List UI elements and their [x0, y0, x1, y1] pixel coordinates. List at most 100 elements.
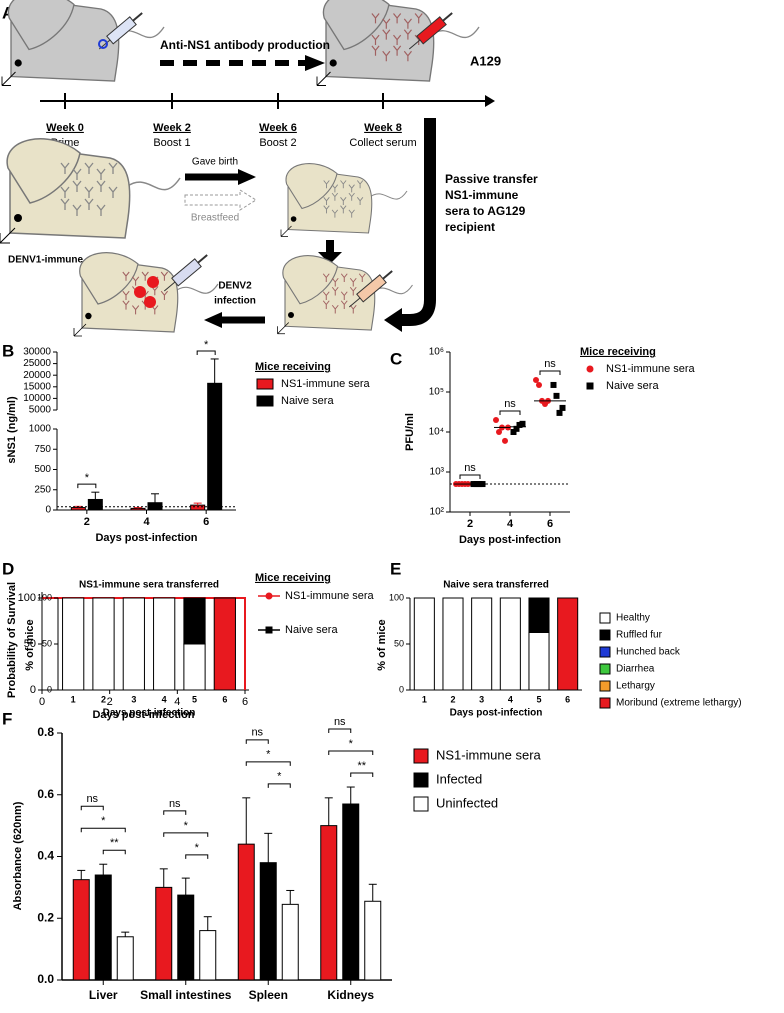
sig-bracket	[185, 854, 209, 859]
antibody	[371, 45, 380, 56]
point	[556, 409, 563, 416]
legend-label: NS1-immune sera	[436, 747, 542, 762]
legend-marker	[413, 772, 429, 788]
antibody	[72, 180, 82, 192]
y-tick-label: 750	[34, 444, 51, 455]
mouse	[277, 255, 413, 335]
bar-segment	[528, 632, 550, 691]
x-axis-title: Days post-infection	[92, 709, 194, 721]
transfer-arrow	[400, 118, 436, 326]
sig-label: **	[110, 837, 119, 849]
x-tick-label: 4	[162, 694, 167, 704]
bar	[237, 843, 255, 981]
point	[510, 429, 517, 435]
point	[533, 376, 539, 383]
mouse-eye	[329, 59, 337, 67]
antibody	[356, 197, 364, 205]
y-tick-label: 5000	[29, 405, 52, 416]
bar-segment	[183, 597, 206, 645]
point	[519, 420, 526, 427]
bar-segment	[213, 597, 236, 691]
bar	[364, 900, 382, 981]
syringe-plunger	[442, 12, 453, 22]
mouse-ear	[6, 138, 81, 204]
sig-bracket	[499, 410, 521, 415]
x-tick-label: Small intestines	[140, 988, 232, 1002]
breastfeed-label: Breastfeed	[191, 213, 239, 224]
sig-label: *	[204, 339, 209, 351]
mouse-eye	[85, 312, 92, 320]
antibody	[382, 18, 391, 29]
y-tick-label: 10⁵	[429, 387, 444, 398]
sig-label: ns	[169, 798, 181, 810]
legend-label: NS1-immune sera	[285, 590, 375, 602]
panel-label: D	[2, 559, 14, 578]
legend-label: Lethargy	[616, 681, 655, 692]
transfer-label: NS1-immune	[445, 188, 519, 202]
x-axis-title: Days post-infection	[450, 708, 543, 719]
sig-label: ns	[504, 398, 516, 410]
syringe	[163, 254, 208, 292]
syringe-plunger	[197, 254, 208, 264]
bar-segment	[413, 597, 435, 691]
antibody	[160, 271, 169, 281]
mouse-tail	[124, 177, 181, 191]
mouse-ear	[285, 163, 338, 210]
sig-label: **	[357, 760, 366, 772]
antibody	[141, 271, 149, 281]
virus	[144, 296, 156, 308]
antibody	[382, 50, 391, 62]
legend-label: NS1-immune sera	[606, 363, 696, 375]
bar	[342, 803, 360, 981]
y-tick-label: 1000	[29, 424, 52, 435]
antibody	[340, 197, 347, 205]
y-tick-label: 10⁴	[429, 427, 444, 438]
stage-label: Boost 1	[153, 137, 190, 149]
syringe-plunger	[132, 12, 143, 22]
antibody	[84, 198, 94, 210]
legend-label: Healthy	[616, 613, 650, 624]
timeline-head	[485, 95, 495, 107]
mouse-eye	[290, 216, 297, 222]
legend-title: Mice receiving	[255, 361, 331, 373]
mouse	[280, 163, 408, 237]
legend-marker	[413, 748, 429, 764]
sig-label: *	[349, 738, 354, 750]
antibody	[340, 300, 348, 309]
antibody	[72, 168, 82, 180]
bar-segment	[62, 597, 85, 691]
point	[496, 429, 502, 435]
antibody	[348, 209, 355, 218]
antibody	[348, 184, 355, 193]
bar	[190, 504, 206, 511]
bar	[87, 498, 103, 511]
antibody	[340, 291, 348, 300]
sig-label: *	[101, 815, 106, 827]
legend-title: Mice receiving	[255, 572, 331, 584]
virus	[147, 276, 159, 288]
y-tick-label: 0	[45, 505, 51, 516]
syringe-barrel	[356, 274, 387, 303]
x-tick-label: 3	[131, 694, 136, 704]
transfer-label: recipient	[445, 220, 495, 234]
x-tick-label: 2	[450, 694, 455, 704]
week-label: Week 6	[259, 122, 297, 134]
y-tick-label: 0	[30, 684, 36, 696]
x-tick-label: 5	[192, 694, 197, 704]
bar	[199, 930, 217, 981]
antibody	[349, 286, 357, 296]
antibody	[340, 205, 347, 214]
y-tick-label: 15000	[23, 381, 51, 392]
legend-label: Naive sera	[281, 395, 334, 407]
y-axis-title: PFU/ml	[404, 413, 416, 451]
x-tick-label: Spleen	[249, 988, 288, 1002]
x-tick-label: 6	[222, 694, 227, 704]
antibody	[108, 186, 118, 198]
sig-bracket	[163, 832, 209, 837]
y-tick-label: 25000	[23, 358, 51, 369]
antibody	[403, 29, 412, 40]
infection-label: infection	[214, 296, 256, 307]
antibody	[322, 291, 330, 300]
bar	[259, 862, 277, 981]
stage-label: Collect serum	[349, 137, 416, 149]
